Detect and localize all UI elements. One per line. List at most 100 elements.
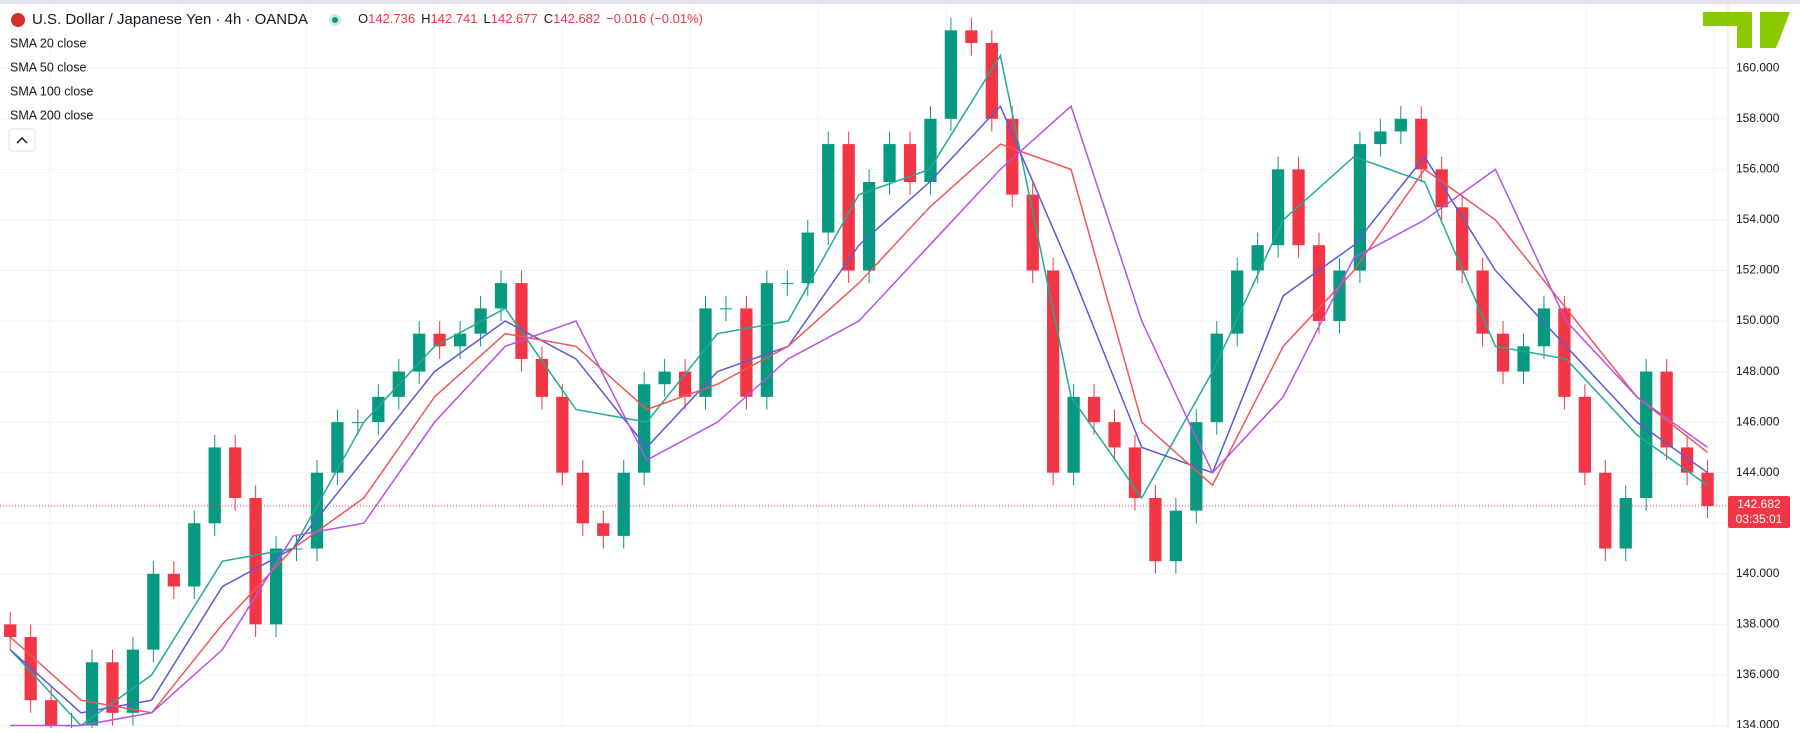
candle-body	[1476, 270, 1489, 334]
candle-body	[351, 422, 365, 424]
candle-body	[44, 700, 58, 726]
candle-body	[1108, 422, 1121, 448]
candle-body	[924, 118, 937, 182]
candle-body	[1210, 333, 1223, 423]
y-tick-label: 146.000	[1736, 414, 1780, 428]
candle-body	[1640, 371, 1653, 498]
candle-body	[944, 30, 958, 119]
candle-body	[310, 472, 324, 549]
candle-body	[167, 573, 180, 587]
y-tick-label: 136.000	[1736, 667, 1780, 681]
candle-body	[147, 573, 160, 650]
price-axis: 134.000136.000138.000140.000142.000144.0…	[1727, 4, 1790, 732]
candle-body	[903, 144, 917, 182]
candle-body	[1006, 118, 1019, 195]
candle-body	[985, 42, 998, 119]
candle-body	[229, 447, 242, 498]
ohlc-close-label: C	[544, 11, 553, 26]
candle-body	[1251, 245, 1264, 271]
candle-body	[801, 232, 814, 284]
candle-body	[1496, 333, 1510, 372]
sma-line	[9, 53, 1708, 727]
ohlc-high-label: H	[421, 11, 430, 26]
y-tick-label: 156.000	[1736, 162, 1780, 176]
y-tick-label: 154.000	[1736, 212, 1780, 226]
candle-body	[1394, 118, 1407, 132]
candle-body	[556, 396, 569, 473]
candle-body	[883, 144, 896, 182]
candle-body	[208, 447, 221, 524]
candle-body	[1701, 472, 1714, 507]
candle-body	[1067, 396, 1080, 473]
y-tick-label: 144.000	[1736, 465, 1780, 479]
candle-body	[678, 371, 692, 397]
candle-body	[413, 333, 426, 372]
sma-line	[10, 104, 1708, 727]
price-tag	[1728, 496, 1790, 529]
candle-body	[1292, 169, 1305, 246]
candle-body	[515, 283, 528, 359]
candle-body	[535, 358, 549, 397]
candle-body	[617, 472, 630, 536]
candle-body	[1537, 308, 1551, 347]
ohlc-open-label: O	[358, 11, 368, 26]
candle-body	[597, 523, 610, 536]
candle-body	[331, 422, 344, 473]
y-tick-label: 158.000	[1736, 111, 1780, 125]
candle-body	[719, 308, 733, 310]
candle-body	[433, 333, 446, 347]
candle-body	[1047, 270, 1060, 473]
candle-body	[1231, 270, 1244, 334]
sma-line	[9, 104, 1708, 714]
candle-body	[862, 182, 876, 271]
candle-body	[372, 396, 385, 423]
candle-body	[4, 624, 17, 637]
y-tick-label: 160.000	[1736, 60, 1780, 74]
ohlc-legend: O142.736 H142.741 L142.677 C142.682 −0.016 (…	[358, 11, 703, 26]
y-tick-label: 148.000	[1736, 364, 1780, 378]
candle-body	[740, 308, 753, 397]
candle-body	[126, 649, 140, 713]
price-tag-label: 142.682	[1737, 497, 1781, 511]
legend-entry: SMA 50 close	[10, 60, 86, 74]
candle-body	[822, 144, 835, 233]
candle-body	[1026, 194, 1039, 271]
plot	[0, 17, 1728, 728]
candle-body	[1599, 472, 1612, 549]
ohlc-open: 142.736	[368, 11, 415, 26]
collapse-button[interactable]	[8, 128, 36, 152]
candle-body	[965, 30, 978, 43]
candle-body	[1271, 169, 1285, 246]
ohlc-close: 142.682	[553, 11, 600, 26]
candle-body	[188, 523, 201, 587]
candle-body	[760, 283, 773, 397]
candle-body	[1619, 497, 1632, 549]
candle-body	[1353, 144, 1367, 271]
ohlc-low: 142.677	[491, 11, 538, 26]
y-tick-label: 150.000	[1736, 313, 1780, 327]
candle-body	[1435, 169, 1448, 208]
candle-body	[85, 662, 99, 726]
candle-body	[1578, 396, 1591, 473]
symbol-icon	[11, 13, 25, 27]
candle-body	[842, 144, 855, 271]
top-border	[0, 0, 1800, 4]
candle-body	[1660, 371, 1673, 448]
legend-entry: SMA 200 close	[10, 108, 93, 122]
legend-entry: SMA 100 close	[10, 84, 93, 98]
candle-body	[1128, 447, 1142, 498]
candle-body	[290, 548, 303, 550]
candle-body	[576, 472, 589, 524]
status-dot-inner	[332, 17, 338, 23]
y-tick-label: 140.000	[1736, 566, 1780, 580]
candle-body	[781, 283, 794, 285]
candle-body	[1558, 308, 1571, 397]
legend: SMA 20 close SMA 50 close SMA 100 close SMA…	[10, 36, 93, 122]
collapse-icon	[16, 136, 28, 144]
candle-body	[1169, 510, 1182, 562]
symbol-title: U.S. Dollar / Japanese Yen · 4h · OANDA	[32, 11, 308, 28]
legend-entry: SMA 20 close	[10, 36, 86, 50]
grid	[0, 4, 1728, 728]
